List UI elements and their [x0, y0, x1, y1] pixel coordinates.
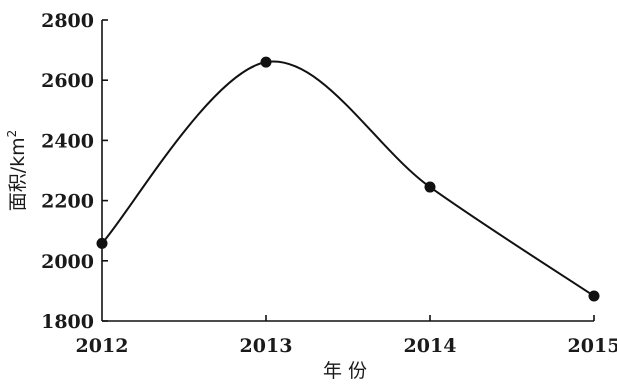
x-tick-label: 2012 — [76, 335, 129, 357]
y-axis-title-main: 面积/km — [7, 137, 29, 211]
y-tick-label: 2600 — [41, 70, 94, 92]
y-tick-label: 2000 — [41, 251, 94, 273]
x-axis-title: 年份 — [323, 360, 373, 382]
y-tick-label: 2400 — [41, 130, 94, 152]
y-tick-label: 1800 — [41, 311, 94, 333]
x-tick-label: 2014 — [404, 335, 457, 357]
x-tick-label: 2013 — [240, 335, 293, 357]
data-point — [260, 56, 272, 68]
y-tick-label: 2800 — [41, 10, 94, 32]
data-points — [96, 56, 600, 302]
y-ticks: 1800 2000 2200 2400 2600 2800 — [41, 10, 108, 333]
x-ticks: 2012 2013 2014 2015 — [76, 315, 617, 357]
series-line — [101, 60, 595, 297]
data-point — [424, 181, 436, 193]
y-axis-title-superscript: 2 — [5, 130, 19, 138]
data-point — [588, 290, 600, 302]
data-point — [96, 237, 108, 249]
x-tick-label: 2015 — [568, 335, 617, 357]
y-axis-title: 面积/km2 — [5, 130, 29, 212]
axes — [101, 20, 594, 322]
y-tick-label: 2200 — [41, 191, 94, 213]
